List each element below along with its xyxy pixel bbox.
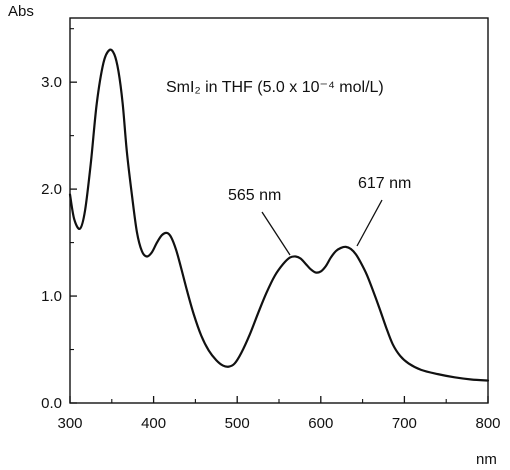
x-tick-label: 400 bbox=[141, 415, 166, 432]
series-layer bbox=[68, 48, 490, 382]
y-tick-label: 1.0 bbox=[41, 288, 62, 305]
y-tick-label: 2.0 bbox=[41, 181, 62, 198]
annotation-label: 617 nm bbox=[358, 175, 411, 192]
y-tick-label: 3.0 bbox=[41, 74, 62, 91]
y-axis-label: Abs bbox=[8, 3, 34, 20]
annotation-leader-line bbox=[261, 211, 291, 256]
y-axis-ticks: 0.0 1.0 2.0 3.0 bbox=[41, 28, 77, 412]
plot-border bbox=[69, 17, 489, 404]
x-tick-label: 800 bbox=[475, 415, 500, 432]
x-axis-ticks: 300 400 500 600 700 800 bbox=[57, 396, 501, 432]
x-axis-label: nm bbox=[476, 451, 497, 468]
plot-frame bbox=[69, 17, 489, 404]
annotation-layer: 565 nm 617 nm bbox=[228, 175, 411, 256]
annotation-leader-line bbox=[356, 199, 383, 247]
x-tick-label: 500 bbox=[225, 415, 250, 432]
absorbance-curve bbox=[68, 48, 490, 382]
x-tick-label: 700 bbox=[392, 415, 417, 432]
y-tick-label: 0.0 bbox=[41, 395, 62, 412]
x-tick-label: 300 bbox=[57, 415, 82, 432]
annotation-label: 565 nm bbox=[228, 187, 281, 204]
x-tick-label: 600 bbox=[308, 415, 333, 432]
chart-title: SmI₂ in THF (5.0 x 10⁻⁴ mol/L) bbox=[166, 79, 384, 96]
